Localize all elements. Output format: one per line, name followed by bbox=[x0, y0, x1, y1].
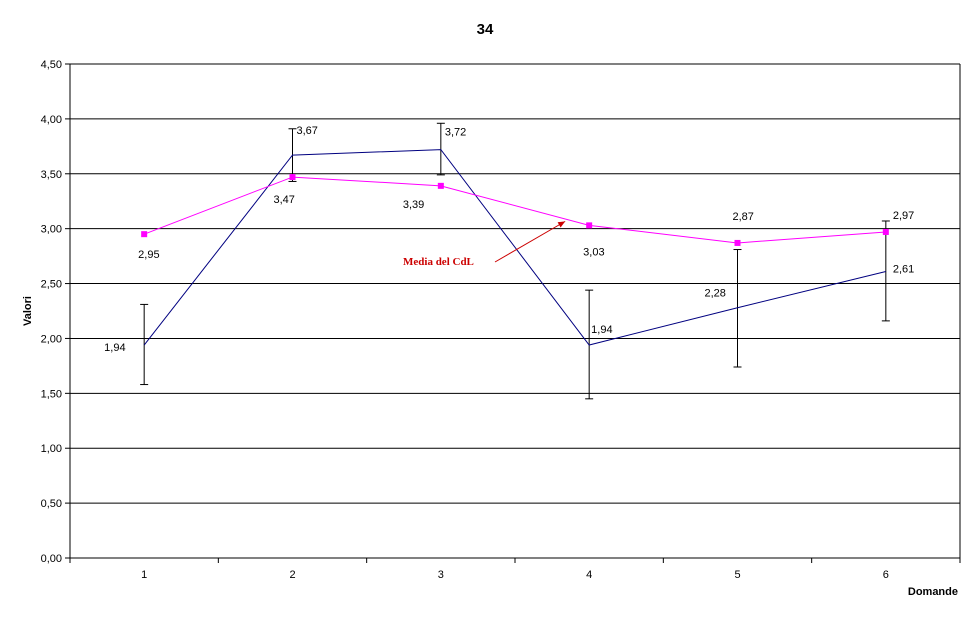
y-tick-label: 2,50 bbox=[41, 279, 62, 291]
y-tick-label: 4,50 bbox=[41, 59, 62, 71]
series-lines bbox=[141, 149, 889, 346]
y-tick-label: 1,50 bbox=[41, 388, 62, 400]
data-label: 1,94 bbox=[104, 342, 125, 354]
data-label: 2,61 bbox=[893, 263, 914, 275]
series-line-media-cdl bbox=[143, 176, 886, 244]
data-label: 2,97 bbox=[893, 210, 914, 222]
y-tick-label: 2,00 bbox=[41, 333, 62, 345]
x-tick-label: 1 bbox=[141, 569, 147, 581]
y-tick-label: 3,50 bbox=[41, 169, 62, 181]
series-line-values bbox=[143, 149, 886, 346]
x-tick-labels: 1 2 3 4 5 6 bbox=[141, 569, 889, 581]
x-tick-label: 4 bbox=[586, 569, 592, 581]
y-tick-label: 0,00 bbox=[41, 553, 62, 565]
x-tick-label: 2 bbox=[289, 569, 295, 581]
data-label: 3,47 bbox=[274, 194, 295, 206]
series-marker bbox=[289, 174, 296, 181]
y-tick-label: 0,50 bbox=[41, 498, 62, 510]
series-marker bbox=[586, 222, 593, 229]
annotation-arrow-head bbox=[557, 221, 566, 228]
y-axis-title: Valori bbox=[22, 296, 34, 326]
annotation-arrow bbox=[494, 220, 566, 263]
data-label: 3,03 bbox=[583, 246, 604, 258]
data-label: 2,95 bbox=[138, 249, 159, 261]
y-tick-label: 4,00 bbox=[41, 114, 62, 126]
series-marker bbox=[141, 231, 148, 238]
data-label: 3,67 bbox=[297, 125, 318, 137]
data-label: 2,87 bbox=[733, 211, 754, 223]
x-tick-label: 6 bbox=[883, 569, 889, 581]
y-tick-label: 3,00 bbox=[41, 224, 62, 236]
y-tick-label: 1,00 bbox=[41, 443, 62, 455]
data-label: 2,28 bbox=[705, 288, 726, 300]
chart-title: 34 bbox=[477, 21, 494, 38]
x-tick-label: 3 bbox=[438, 569, 444, 581]
data-label: 1,94 bbox=[591, 324, 612, 336]
annotation: Media del CdL bbox=[403, 220, 566, 268]
x-axis-title: Domande bbox=[908, 586, 958, 598]
x-tick-label: 5 bbox=[734, 569, 740, 581]
annotation-label: Media del CdL bbox=[403, 256, 474, 268]
data-labels: 1,94 3,67 3,72 1,94 2,28 2,61 2,95 3,47 3,39 3,03… bbox=[104, 125, 914, 354]
series-marker bbox=[734, 239, 741, 246]
axes bbox=[65, 63, 961, 563]
data-label: 3,72 bbox=[445, 127, 466, 139]
series-marker bbox=[437, 182, 444, 189]
y-tick-labels: 0,00 0,50 1,00 1,50 2,00 2,50 3,00 3,50 4,00 4,50 bbox=[41, 59, 62, 565]
series-marker bbox=[882, 228, 889, 235]
data-label: 3,39 bbox=[403, 199, 424, 211]
grid-lines bbox=[70, 63, 960, 504]
error-bars bbox=[140, 122, 890, 400]
